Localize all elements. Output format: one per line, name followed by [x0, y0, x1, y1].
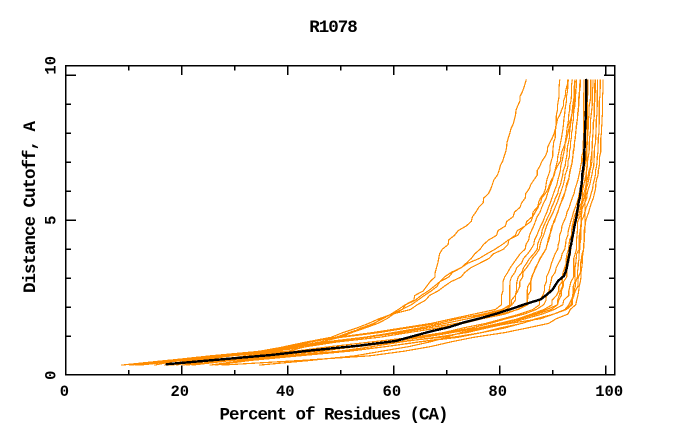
- svg-text:Percent of Residues (CA): Percent of Residues (CA): [219, 406, 447, 426]
- svg-text:60: 60: [383, 383, 402, 401]
- svg-text:100: 100: [595, 383, 623, 401]
- svg-text:10: 10: [42, 56, 60, 75]
- svg-text:20: 20: [170, 383, 189, 401]
- svg-text:0: 0: [42, 371, 60, 380]
- svg-text:40: 40: [276, 383, 295, 401]
- svg-text:0: 0: [60, 383, 69, 401]
- svg-text:R1078: R1078: [309, 18, 357, 38]
- svg-text:5: 5: [42, 216, 60, 225]
- svg-text:80: 80: [488, 383, 507, 401]
- svg-text:Distance Cutoff, A: Distance Cutoff, A: [21, 120, 41, 293]
